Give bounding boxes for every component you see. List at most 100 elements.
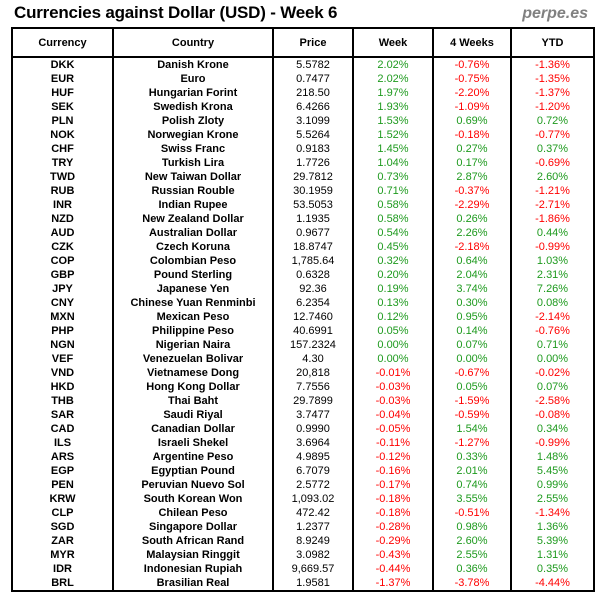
price-cell: 218.50 [272, 86, 354, 100]
four-weeks-change-cell: -2.20% [432, 86, 512, 100]
table-row: DKK Danish Krone 5.5782 2.02% -0.76% -1.36% [11, 57, 595, 72]
ytd-change-cell: -0.08% [510, 408, 595, 422]
week-change-cell: -0.44% [352, 562, 434, 576]
table-row: TWD New Taiwan Dollar 29.7812 0.73% 2.87% 2.6… [11, 170, 595, 184]
table-row: PEN Peruvian Nuevo Sol 2.5772 -0.17% 0.74% 0.… [11, 478, 595, 492]
table-row: MXN Mexican Peso 12.7460 0.12% 0.95% -2.14% [11, 310, 595, 324]
country-cell: Hungarian Forint [112, 86, 274, 100]
table-header-row: Currency Country Price Week 4 Weeks YTD [11, 27, 595, 58]
four-weeks-change-cell: 0.74% [432, 478, 512, 492]
country-cell: Indian Rupee [112, 198, 274, 212]
week-change-cell: -0.11% [352, 436, 434, 450]
week-change-cell: 0.71% [352, 184, 434, 198]
table-row: INR Indian Rupee 53.5053 0.58% -2.29% -2.71% [11, 198, 595, 212]
week-change-cell: -0.03% [352, 394, 434, 408]
currency-code-cell: VND [11, 366, 114, 380]
ytd-change-cell: -2.71% [510, 198, 595, 212]
ytd-change-cell: -1.20% [510, 100, 595, 114]
table-row: HKD Hong Kong Dollar 7.7556 -0.03% 0.05% 0.07… [11, 380, 595, 394]
currency-code-cell: INR [11, 198, 114, 212]
currency-code-cell: HUF [11, 86, 114, 100]
currency-code-cell: MXN [11, 310, 114, 324]
currency-code-cell: EUR [11, 72, 114, 86]
country-cell: Canadian Dollar [112, 422, 274, 436]
four-weeks-change-cell: 2.60% [432, 534, 512, 548]
price-cell: 1,785.64 [272, 254, 354, 268]
ytd-change-cell: 1.48% [510, 450, 595, 464]
table-row: SEK Swedish Krona 6.4266 1.93% -1.09% -1.20% [11, 100, 595, 114]
currency-code-cell: NZD [11, 212, 114, 226]
four-weeks-change-cell: 3.74% [432, 282, 512, 296]
week-change-cell: -0.18% [352, 492, 434, 506]
price-cell: 472.42 [272, 506, 354, 520]
country-cell: South African Rand [112, 534, 274, 548]
currency-code-cell: CLP [11, 506, 114, 520]
table-row: EUR Euro 0.7477 2.02% -0.75% -1.35% [11, 72, 595, 86]
week-change-cell: -0.17% [352, 478, 434, 492]
country-cell: Mexican Peso [112, 310, 274, 324]
ytd-change-cell: -0.69% [510, 156, 595, 170]
table-body: DKK Danish Krone 5.5782 2.02% -0.76% -1.36% EU… [11, 57, 595, 592]
currency-code-cell: THB [11, 394, 114, 408]
table-row: KRW South Korean Won 1,093.02 -0.18% 3.55% 2.… [11, 492, 595, 506]
country-cell: Israeli Shekel [112, 436, 274, 450]
table-row: ILS Israeli Shekel 3.6964 -0.11% -1.27% -0.99… [11, 436, 595, 450]
four-weeks-change-cell: -1.59% [432, 394, 512, 408]
table-row: ZAR South African Rand 8.9249 -0.29% 2.60% 5.… [11, 534, 595, 548]
country-cell: Saudi Riyal [112, 408, 274, 422]
week-change-cell: 0.13% [352, 296, 434, 310]
price-cell: 12.7460 [272, 310, 354, 324]
country-cell: South Korean Won [112, 492, 274, 506]
ytd-change-cell: 2.55% [510, 492, 595, 506]
brand-logo-text: perpe.es [522, 5, 588, 22]
week-change-cell: 0.00% [352, 352, 434, 366]
table-row: VEF Venezuelan Bolivar 4.30 0.00% 0.00% 0.00% [11, 352, 595, 366]
currency-code-cell: NGN [11, 338, 114, 352]
currency-table: Currency Country Price Week 4 Weeks YTD … [11, 27, 595, 592]
currency-code-cell: ILS [11, 436, 114, 450]
currency-code-cell: IDR [11, 562, 114, 576]
four-weeks-change-cell: -0.75% [432, 72, 512, 86]
ytd-change-cell: -1.34% [510, 506, 595, 520]
table-row: PHP Philippine Peso 40.6991 0.05% 0.14% -0.76… [11, 324, 595, 338]
ytd-change-cell: 5.45% [510, 464, 595, 478]
ytd-change-cell: -0.02% [510, 366, 595, 380]
country-cell: Polish Zloty [112, 114, 274, 128]
price-cell: 0.6328 [272, 268, 354, 282]
week-change-cell: 0.20% [352, 268, 434, 282]
currency-code-cell: EGP [11, 464, 114, 478]
week-change-cell: 0.73% [352, 170, 434, 184]
week-change-cell: 0.58% [352, 212, 434, 226]
four-weeks-change-cell: -3.78% [432, 576, 512, 592]
page-title: Currencies against Dollar (USD) - Week 6 [14, 3, 338, 22]
currency-code-cell: JPY [11, 282, 114, 296]
four-weeks-change-cell: 0.17% [432, 156, 512, 170]
column-header-ytd: YTD [510, 27, 595, 58]
ytd-change-cell: -0.77% [510, 128, 595, 142]
currency-code-cell: ZAR [11, 534, 114, 548]
week-change-cell: -0.28% [352, 520, 434, 534]
price-cell: 1.7726 [272, 156, 354, 170]
table-row: RUB Russian Rouble 30.1959 0.71% -0.37% -1.21… [11, 184, 595, 198]
table-row: IDR Indonesian Rupiah 9,669.57 -0.44% 0.36% 0… [11, 562, 595, 576]
country-cell: Chilean Peso [112, 506, 274, 520]
price-cell: 6.7079 [272, 464, 354, 478]
week-change-cell: 0.05% [352, 324, 434, 338]
week-change-cell: -1.37% [352, 576, 434, 592]
week-change-cell: 0.45% [352, 240, 434, 254]
four-weeks-change-cell: -0.76% [432, 57, 512, 72]
country-cell: Swiss Franc [112, 142, 274, 156]
ytd-change-cell: 7.26% [510, 282, 595, 296]
price-cell: 0.9677 [272, 226, 354, 240]
price-cell: 20,818 [272, 366, 354, 380]
ytd-change-cell: 0.99% [510, 478, 595, 492]
price-cell: 3.6964 [272, 436, 354, 450]
four-weeks-change-cell: 3.55% [432, 492, 512, 506]
country-cell: Colombian Peso [112, 254, 274, 268]
week-change-cell: 1.93% [352, 100, 434, 114]
country-cell: Japanese Yen [112, 282, 274, 296]
four-weeks-change-cell: -2.29% [432, 198, 512, 212]
four-weeks-change-cell: 0.27% [432, 142, 512, 156]
table-row: VND Vietnamese Dong 20,818 -0.01% -0.67% -0.0… [11, 366, 595, 380]
ytd-change-cell: -1.37% [510, 86, 595, 100]
